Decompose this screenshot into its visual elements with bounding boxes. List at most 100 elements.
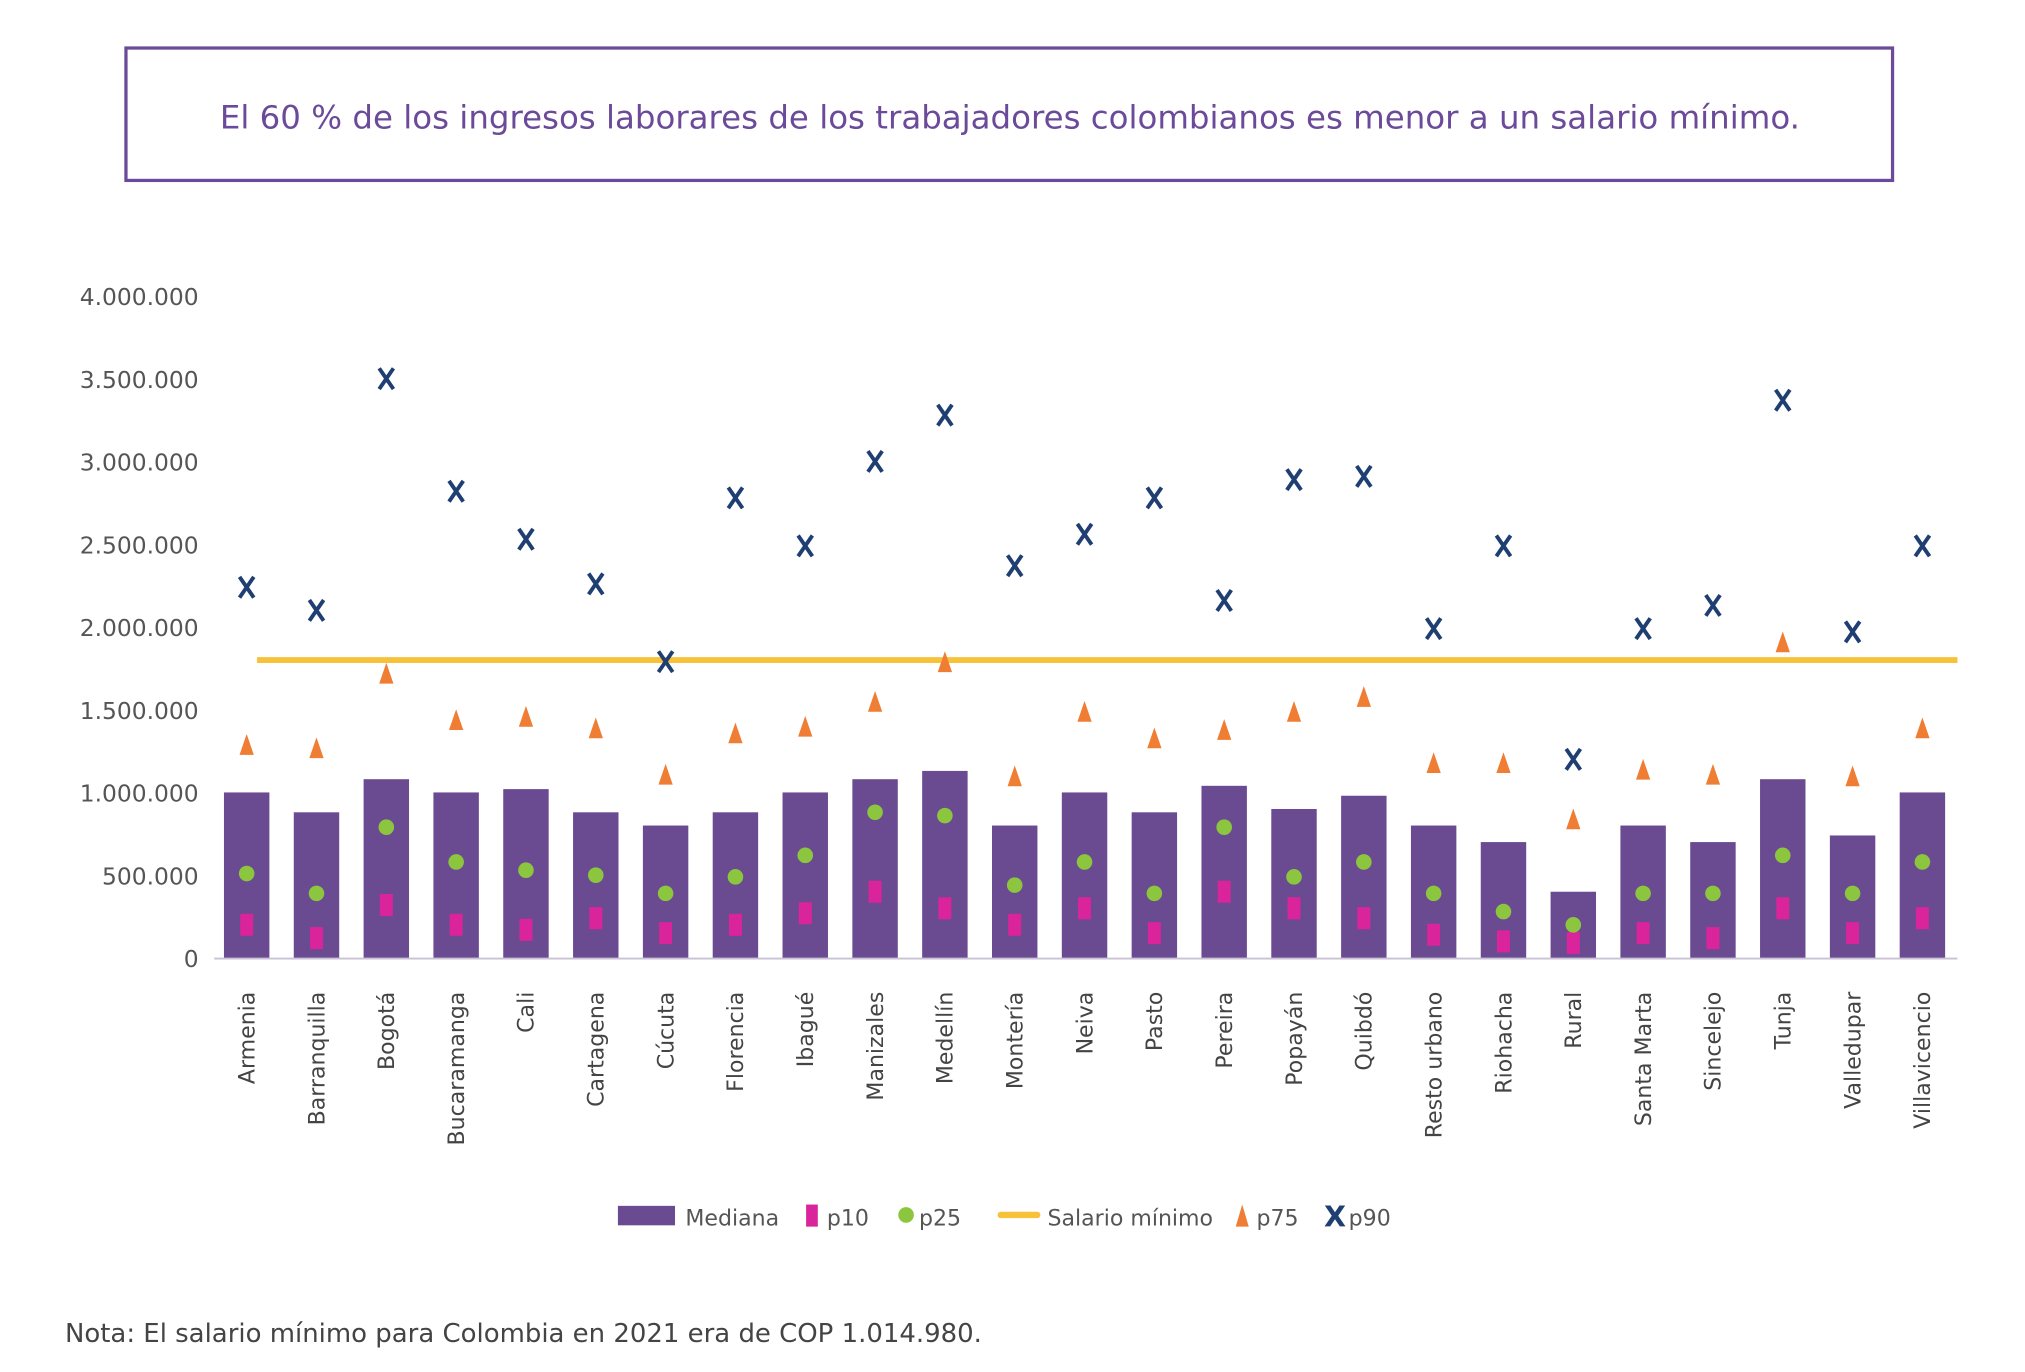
- title-box: [124, 46, 1895, 183]
- x-tick-label: Resto urbano: [1422, 992, 1447, 1139]
- legend-swatch-p10: [806, 1204, 818, 1227]
- bar-mediana: [1899, 792, 1946, 958]
- marker-p90: [237, 575, 256, 599]
- y-tick-label: 4.000.000: [80, 283, 199, 311]
- y-tick-label: 500.000: [102, 862, 199, 890]
- marker-p90: [726, 486, 745, 510]
- marker-p90: [447, 479, 465, 503]
- x-tick-label: Cali: [515, 992, 540, 1033]
- marker-p75: [309, 737, 324, 759]
- y-tick-label: 2.500.000: [80, 531, 199, 559]
- marker-p90: [656, 650, 675, 674]
- marker-p90: [1843, 620, 1862, 644]
- x-tick-label: Ibagué: [794, 992, 819, 1068]
- bar-mediana: [1061, 792, 1108, 958]
- bar-mediana: [1341, 795, 1387, 958]
- markers: [237, 367, 1932, 955]
- marker-p25: [657, 885, 674, 902]
- marker-p75: [1426, 752, 1441, 774]
- marker-p90: [796, 534, 814, 558]
- legend: Mediana p10 p25 Salario mínimo p75 X p90: [617, 1200, 1391, 1234]
- bar-mediana: [782, 792, 828, 958]
- legend-label-p25: p25: [919, 1206, 961, 1231]
- bar-mediana: [1760, 779, 1806, 958]
- marker-p75: [1077, 700, 1092, 722]
- marker-p25: [937, 807, 953, 824]
- marker-p75: [1845, 765, 1860, 787]
- marker-p25: [1914, 854, 1931, 870]
- marker-p90: [1494, 534, 1513, 558]
- marker-p75: [1635, 758, 1651, 780]
- x-tick-label: Valledupar: [1841, 991, 1866, 1109]
- marker-p90: [1564, 747, 1583, 771]
- legend-label-salario-minimo: Salario mínimo: [1048, 1206, 1214, 1231]
- marker-p75: [449, 709, 464, 731]
- marker-p90: [1285, 468, 1303, 492]
- legend-swatch-mediana: [617, 1205, 676, 1226]
- marker-p10: [1357, 907, 1371, 930]
- bar-mediana: [573, 812, 619, 958]
- x-tick-label: Bucaramanga: [445, 992, 470, 1146]
- marker-p90: [1005, 554, 1024, 578]
- marker-p90: [307, 598, 326, 622]
- bar-mediana: [363, 779, 410, 958]
- legend-swatch-p90: X: [1324, 1200, 1346, 1234]
- marker-p25: [1146, 885, 1163, 902]
- marker-p10: [1496, 930, 1510, 953]
- legend-label-p75: p75: [1257, 1206, 1299, 1231]
- marker-p75: [588, 717, 603, 739]
- marker-p75: [379, 662, 394, 684]
- marker-p10: [1287, 897, 1301, 920]
- x-tick-label: Quibdó: [1353, 992, 1378, 1071]
- marker-p75: [1566, 808, 1581, 830]
- marker-p75: [798, 715, 813, 737]
- marker-p25: [448, 854, 464, 870]
- marker-p75: [1705, 763, 1721, 785]
- x-tick-label: Villavicencio: [1911, 992, 1936, 1129]
- legend-swatch-p25: [898, 1207, 914, 1223]
- marker-p90: [1634, 617, 1652, 641]
- marker-p90: [1424, 617, 1443, 641]
- marker-p90: [1145, 486, 1164, 510]
- marker-p25: [1635, 885, 1651, 902]
- y-tick-label: 0: [184, 945, 199, 973]
- marker-p75: [867, 691, 883, 712]
- marker-p25: [1286, 869, 1302, 885]
- marker-p10: [589, 907, 603, 930]
- marker-p25: [1425, 885, 1442, 902]
- x-tick-label: Bogotá: [375, 992, 400, 1070]
- marker-p25: [518, 862, 534, 879]
- marker-p75: [658, 763, 673, 785]
- marker-p90: [1774, 388, 1792, 412]
- marker-p10: [519, 918, 533, 941]
- marker-p25: [1565, 917, 1582, 933]
- marker-p90: [1075, 522, 1094, 546]
- marker-p75: [1496, 752, 1511, 774]
- y-tick-label: 2.000.000: [80, 614, 199, 642]
- marker-p75: [728, 722, 743, 744]
- legend-label-mediana: Mediana: [685, 1206, 779, 1231]
- x-tick-label: Manizales: [864, 992, 889, 1101]
- marker-p25: [1076, 854, 1093, 870]
- marker-p10: [1846, 922, 1860, 945]
- marker-p10: [868, 880, 882, 903]
- x-tick-label: Montería: [1004, 992, 1029, 1089]
- marker-p10: [1427, 923, 1441, 946]
- marker-p90: [587, 572, 605, 596]
- x-tick-label: Popayán: [1283, 992, 1308, 1086]
- bar-mediana: [712, 812, 759, 958]
- marker-p10: [659, 922, 673, 945]
- marker-p25: [1705, 885, 1721, 902]
- marker-p10: [1915, 907, 1929, 930]
- marker-p10: [240, 913, 254, 936]
- y-tick-label: 1.500.000: [80, 697, 199, 725]
- marker-p25: [238, 865, 255, 882]
- bars: [223, 770, 1946, 958]
- marker-p10: [1706, 927, 1720, 950]
- marker-p25: [587, 867, 604, 883]
- marker-p90: [1704, 593, 1722, 617]
- y-tick-label: 3.500.000: [80, 366, 199, 394]
- marker-p25: [1356, 854, 1372, 870]
- marker-p75: [239, 734, 254, 755]
